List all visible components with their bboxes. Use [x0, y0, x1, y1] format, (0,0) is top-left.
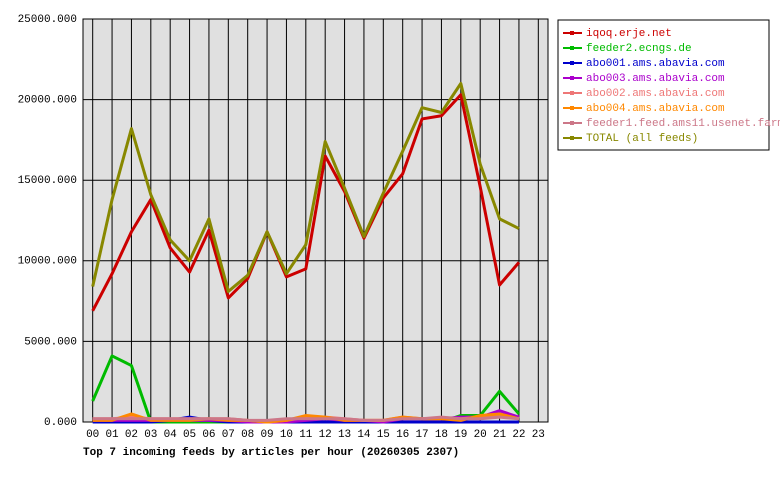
x-tick-label: 18 — [435, 429, 448, 441]
x-tick-label: 22 — [512, 429, 525, 441]
legend-marker — [570, 121, 574, 125]
x-tick-label: 00 — [86, 429, 99, 441]
x-tick-label: 03 — [144, 429, 157, 441]
legend-marker — [570, 31, 574, 35]
x-tick-label: 01 — [105, 429, 119, 441]
x-tick-label: 05 — [183, 429, 196, 441]
x-tick-label: 19 — [454, 429, 467, 441]
series-line — [92, 412, 520, 424]
chart-title: Top 7 incoming feeds by articles per hou… — [83, 447, 459, 459]
legend-label: feeder2.ecngs.de — [586, 43, 692, 55]
x-tick-label: 16 — [396, 429, 409, 441]
x-tick-label: 11 — [299, 429, 313, 441]
legend-marker — [570, 136, 574, 140]
x-tick-label: 06 — [202, 429, 215, 441]
y-tick-label: 0.000 — [44, 417, 77, 429]
x-tick-label: 20 — [474, 429, 487, 441]
legend-marker — [570, 106, 574, 110]
legend-label: iqoq.erje.net — [586, 28, 672, 40]
legend-marker — [570, 76, 574, 80]
x-tick-label: 07 — [222, 429, 235, 441]
x-tick-label: 09 — [260, 429, 273, 441]
x-tick-label: 21 — [493, 429, 507, 441]
legend-marker — [570, 91, 574, 95]
legend-label: abo001.ams.abavia.com — [586, 58, 725, 70]
series-line — [91, 81, 520, 293]
x-tick-label: 23 — [532, 429, 545, 441]
x-tick-label: 08 — [241, 429, 254, 441]
series-line — [92, 415, 520, 422]
y-tick-label: 10000.000 — [18, 256, 77, 268]
series-line — [91, 93, 521, 312]
legend-box — [557, 19, 770, 151]
x-tick-label: 02 — [125, 429, 138, 441]
legend-label: abo002.ams.abavia.com — [586, 88, 725, 100]
x-tick-label: 12 — [319, 429, 332, 441]
y-tick-label: 25000.000 — [18, 14, 77, 26]
legend-label: TOTAL (all feeds) — [586, 133, 698, 145]
x-tick-label: 15 — [377, 429, 390, 441]
y-tick-label: 5000.000 — [24, 336, 77, 348]
x-tick-label: 14 — [357, 429, 371, 441]
legend-label: abo004.ams.abavia.com — [586, 103, 725, 115]
legend-marker — [570, 61, 574, 65]
legend-marker — [570, 46, 574, 50]
x-tick-label: 04 — [164, 429, 178, 441]
legend-label: abo003.ams.abavia.com — [586, 73, 725, 85]
legend-label: feeder1.feed.ams11.usenet.farm — [586, 118, 780, 130]
y-tick-label: 15000.000 — [18, 175, 77, 187]
x-tick-label: 17 — [415, 429, 428, 441]
y-tick-label: 20000.000 — [18, 95, 77, 107]
x-tick-label: 13 — [338, 429, 351, 441]
x-tick-label: 10 — [280, 429, 293, 441]
